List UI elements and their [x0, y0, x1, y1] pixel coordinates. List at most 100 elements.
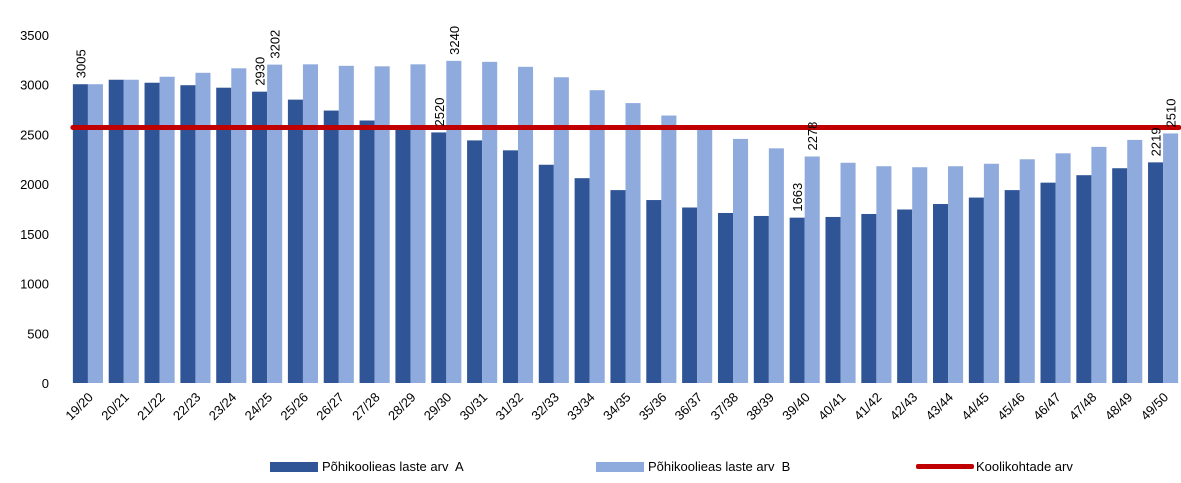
x-tick-label: 37/38 — [708, 390, 742, 424]
x-tick-label: 29/30 — [421, 390, 455, 424]
legend-label-line: Koolikohtade arv — [976, 459, 1073, 474]
bar-series-b — [517, 66, 534, 384]
x-tick-label: 24/25 — [242, 390, 276, 424]
bar-series-a — [753, 215, 769, 383]
x-tick-label: 39/40 — [779, 390, 813, 424]
x-tick-label: 28/29 — [385, 390, 419, 424]
bars — [72, 60, 1179, 384]
x-tick-label: 32/33 — [528, 390, 562, 424]
x-tick-label: 38/39 — [743, 390, 777, 424]
x-tick-label: 36/37 — [672, 390, 706, 424]
bar-series-a — [538, 164, 554, 383]
bar-series-a — [108, 79, 124, 383]
legend-item-series-b: Põhikoolieas laste arv B — [596, 459, 790, 474]
data-label: 2520 — [432, 98, 447, 127]
legend-label-a: Põhikoolieas laste arv A — [322, 459, 464, 474]
legend-swatch-line — [916, 464, 974, 469]
x-tick-label: 48/49 — [1102, 390, 1136, 424]
y-tick-label: 2000 — [20, 177, 49, 192]
data-label: 1663 — [790, 183, 805, 212]
legend-label-b: Põhikoolieas laste arv B — [648, 459, 791, 474]
bar-series-a — [968, 197, 984, 383]
x-tick-label: 23/24 — [206, 390, 240, 424]
bar-series-b — [876, 166, 892, 383]
y-tick-label: 3500 — [20, 28, 49, 43]
bar-series-a — [682, 207, 698, 383]
bar-series-b — [983, 163, 999, 383]
bar-series-b — [1091, 146, 1107, 383]
bar-series-a — [323, 110, 339, 384]
bar-series-a — [216, 87, 232, 383]
bar-series-b — [159, 76, 175, 383]
bar-series-b — [948, 166, 964, 383]
x-tick-label: 42/43 — [887, 390, 921, 424]
legend-swatch-a — [270, 461, 318, 472]
x-tick-label: 26/27 — [313, 390, 347, 424]
bar-series-a — [359, 120, 375, 383]
bar-series-a — [1112, 168, 1128, 383]
x-tick-label: 40/41 — [815, 390, 849, 424]
bar-series-a — [1040, 182, 1056, 383]
bar-series-b — [589, 90, 605, 383]
bar-series-b — [1127, 139, 1143, 383]
bar-series-b — [338, 65, 354, 383]
x-tick-label: 45/46 — [994, 390, 1028, 424]
bar-series-b — [804, 156, 820, 383]
data-label: 3005 — [73, 49, 88, 78]
bar-series-a — [861, 213, 877, 383]
x-tick-label: 20/21 — [98, 390, 132, 424]
bar-series-a — [897, 209, 913, 383]
x-tick-label: 49/50 — [1138, 390, 1172, 424]
bar-series-a — [825, 216, 841, 383]
bar-series-b — [1163, 133, 1179, 383]
bar-series-b — [553, 77, 569, 383]
legend-item-koolikohad: Koolikohtade arv — [916, 459, 1073, 474]
x-tick-label: 31/32 — [492, 390, 526, 424]
bar-series-b — [87, 84, 103, 384]
y-tick-label: 3000 — [20, 78, 49, 93]
bar-series-b — [267, 64, 283, 384]
x-tick-label: 47/48 — [1066, 390, 1100, 424]
x-tick-label: 35/36 — [636, 390, 670, 424]
bar-series-a — [395, 125, 411, 383]
legend-item-series-a: Põhikoolieas laste arv A — [270, 459, 464, 474]
bar-series-a — [431, 132, 447, 383]
bar-series-a — [180, 85, 196, 383]
bar-series-a — [252, 91, 268, 383]
bar-series-b — [625, 103, 641, 383]
bar-series-a — [1004, 190, 1020, 383]
x-tick-label: 44/45 — [958, 390, 992, 424]
bar-series-b — [1055, 153, 1071, 383]
bar-series-a — [717, 212, 734, 383]
x-tick-label: 22/23 — [170, 390, 204, 424]
data-label: 2278 — [805, 122, 820, 151]
bar-series-b — [374, 66, 390, 383]
bar-series-a — [932, 204, 949, 383]
x-tick-label: 34/35 — [600, 390, 634, 424]
bar-series-a — [789, 217, 805, 383]
data-label: 2510 — [1164, 99, 1179, 128]
data-label: 2930 — [253, 57, 268, 86]
x-axis-ticks: 19/20 20/21 21/22 22/23 23/24 24/25 25/26 26/27… — [62, 390, 1171, 424]
y-tick-label: 500 — [27, 326, 49, 341]
y-tick-label: 1500 — [20, 227, 49, 242]
bar-series-a — [610, 190, 626, 383]
bar-series-a — [574, 178, 590, 383]
bar-series-b — [195, 72, 211, 383]
data-label: 3240 — [447, 26, 462, 55]
bar-series-a — [144, 82, 160, 384]
legend-swatch-b — [596, 461, 644, 472]
bar-series-b — [231, 68, 247, 384]
y-tick-label: 0 — [42, 376, 49, 391]
y-tick-label: 2500 — [20, 127, 49, 142]
bar-series-b — [302, 64, 319, 384]
bar-series-b — [482, 61, 498, 384]
y-axis-ticks: 0 500 1000 1500 2000 2500 3000 3500 — [20, 28, 49, 391]
bar-series-a — [467, 140, 483, 383]
bar-series-a — [646, 200, 662, 383]
bar-series-a — [1148, 162, 1164, 383]
data-label: 3202 — [268, 30, 283, 59]
x-tick-label: 41/42 — [851, 390, 885, 424]
y-tick-label: 1000 — [20, 277, 49, 292]
